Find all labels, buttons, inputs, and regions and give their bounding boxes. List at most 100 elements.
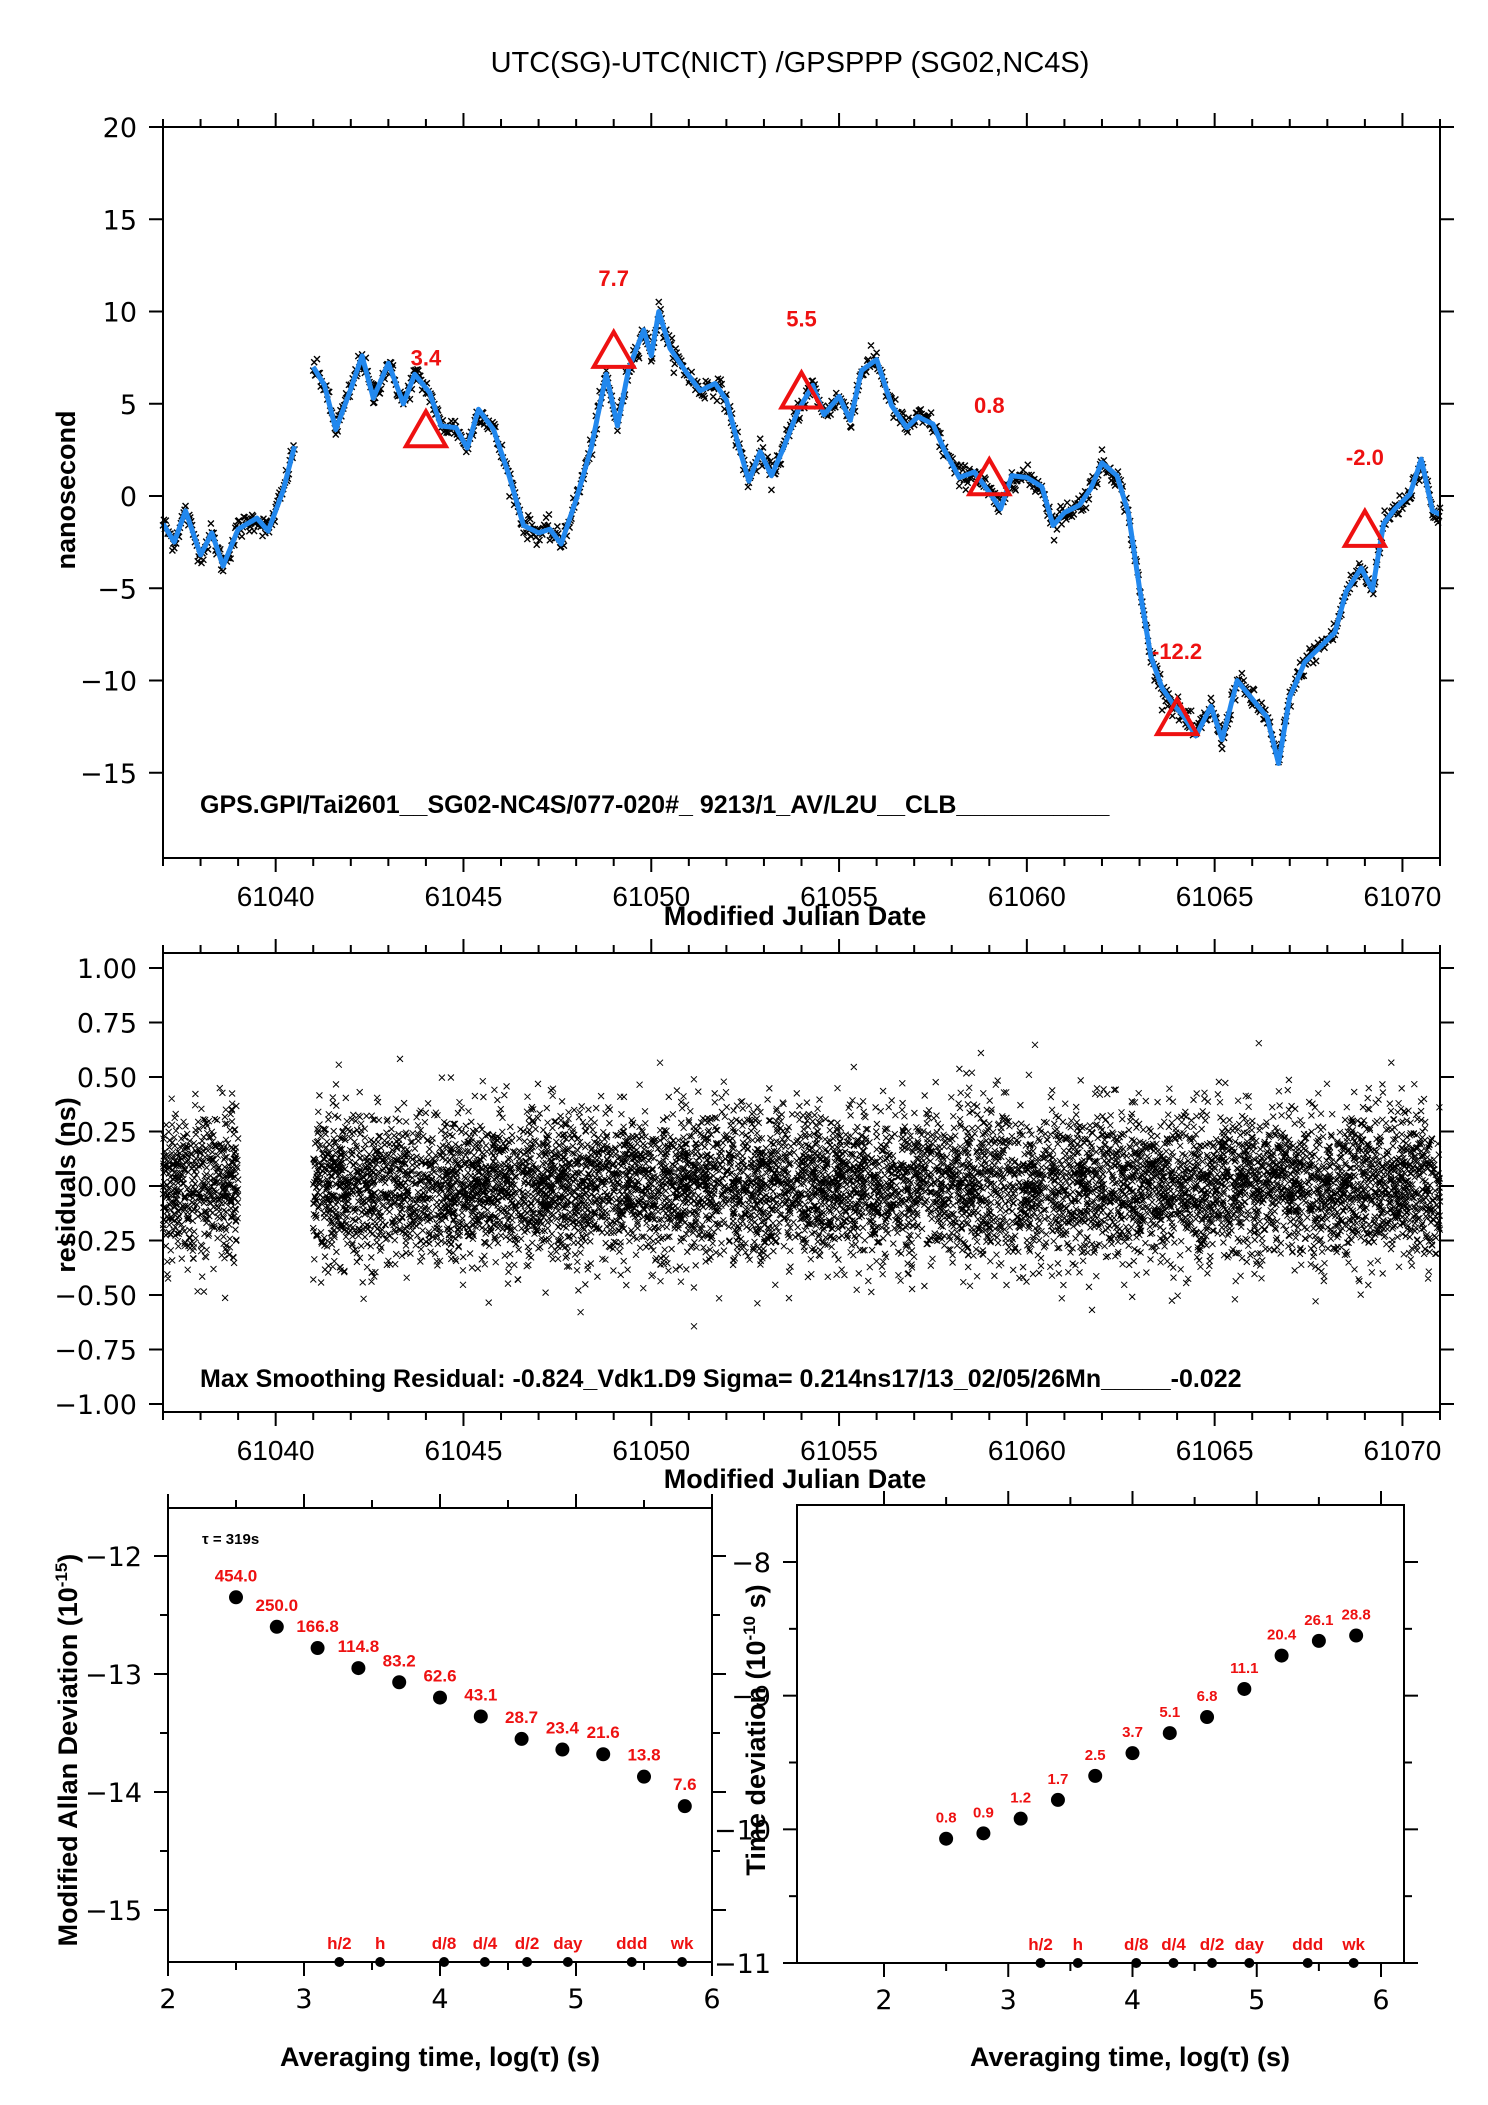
tdev-series: 0.8 0.9 1.2 1.7 2.5 3.7 5.1 6.8 11.1 20.4 26.1 28.8… [936,1607,1371,1968]
offset-series [159,298,1444,766]
y-tick-label: −0.75 [54,1336,137,1367]
y-tick-label: 5 [120,390,137,421]
residuals-series [159,1039,1444,1330]
x-tick-label: 61055 [800,1435,878,1466]
y-tick-label: 0.50 [77,1063,137,1094]
y-tick-label: −11 [714,1949,771,1980]
y-tick-label: −1.00 [54,1390,137,1421]
y-tick-label: −15 [85,1896,142,1927]
x-tick-label: 6 [1372,1985,1389,2016]
time-marker-dot [626,1957,637,1967]
y-tick-label: −0.25 [54,1227,137,1258]
data-point [392,1675,407,1690]
time-marker-label: day [1235,1935,1265,1954]
x-tick-label: 61065 [1176,881,1254,912]
y-tick-label: 0.00 [77,1172,137,1203]
data-point [269,1619,284,1634]
marker-label: 3.4 [411,345,442,370]
data-point-label: 5.1 [1159,1704,1180,1721]
time-marker-label: h [1073,1935,1083,1954]
residuals-xlabel: Modified Julian Date [664,1464,927,1494]
time-marker-label: h [375,1934,385,1953]
data-point [351,1661,366,1676]
time-marker-label: d/8 [432,1934,457,1953]
triangle-marker [590,327,638,369]
data-point-label: 0.8 [936,1810,957,1827]
residuals-ylabel: residuals (ns) [51,1097,81,1273]
x-tick-label: 6 [703,1984,720,2015]
data-point [1200,1710,1215,1725]
data-point-label: 28.8 [1342,1607,1371,1624]
time-marker-label: h/2 [327,1934,352,1953]
time-marker-label: h/2 [1028,1935,1053,1954]
mdev-tau-note: τ = 319s [202,1531,259,1548]
y-tick-label: −12 [85,1542,142,1573]
data-point-label: 43.1 [464,1685,497,1704]
time-marker-dot [1072,1958,1083,1968]
y-tick-label: −13 [85,1660,142,1691]
x-tick-label: 61060 [988,1435,1066,1466]
x-tick-label: 4 [1124,1985,1141,2016]
data-point-label: 2.5 [1085,1747,1106,1764]
time-marker-dot [1348,1958,1359,1968]
triangle-marker [402,407,450,449]
smoothed-line [160,445,297,569]
data-point-label: 13.8 [627,1746,660,1765]
data-point [939,1831,954,1846]
data-point-label: 6.8 [1197,1688,1218,1705]
x-tick-label: 61070 [1364,1435,1442,1466]
y-tick-label: 20 [103,113,137,144]
data-point-label: 250.0 [256,1596,299,1615]
data-point [1125,1746,1140,1761]
data-point-label: 62.6 [423,1667,456,1686]
marker-label: 5.5 [786,307,817,332]
residuals-axes: 61040 61045 61050 61055 61060 61065 61070 1.00 0… [54,939,1454,1466]
data-point [514,1731,529,1746]
data-point-label: 83.2 [383,1651,416,1670]
time-marker-label: d/4 [1161,1935,1186,1954]
y-tick-label: 0.75 [77,1009,137,1040]
time-marker-dot [375,1957,386,1967]
time-marker-dot [522,1957,533,1967]
time-marker-dot [1168,1958,1179,1968]
tdev-frame [796,1504,1405,1964]
x-tick-label: 61045 [425,881,503,912]
x-tick-label: 61050 [612,1435,690,1466]
time-marker-dot [334,1957,345,1967]
y-tick-label: 1.00 [77,954,137,985]
marker-label: 0.8 [974,393,1005,418]
time-marker-dot [562,1957,573,1967]
time-marker-label: wk [670,1934,694,1953]
data-point-label: 0.9 [973,1804,994,1821]
time-marker-dot [1302,1958,1313,1968]
marker-label: 7.7 [598,266,629,291]
time-marker-label: d/2 [515,1934,540,1953]
y-tick-label: −5 [97,574,137,605]
data-point-label: 114.8 [338,1637,380,1656]
x-tick-label: 4 [431,1984,448,2015]
x-tick-label: 61045 [425,1435,503,1466]
data-point-label: 7.6 [673,1775,697,1794]
data-point [310,1641,325,1656]
x-tick-label: 3 [1000,1985,1017,2016]
triangle-marker [965,455,1013,497]
time-marker-dot [479,1957,490,1967]
data-point [1050,1792,1065,1807]
data-point [433,1690,447,1705]
data-point [1013,1811,1028,1826]
time-marker-label: d/2 [1200,1935,1225,1954]
y-tick-label: −15 [80,759,137,790]
data-point [473,1709,488,1724]
data-point-label: 166.8 [296,1617,339,1636]
data-point-label: 21.6 [587,1723,620,1742]
data-point [596,1747,611,1762]
y-tick-label: −0.50 [54,1281,137,1312]
offset-frame [162,126,1441,859]
y-tick-label: −14 [85,1778,142,1809]
time-marker-label: ddd [616,1934,647,1953]
data-point [555,1742,570,1757]
data-point-label: 26.1 [1304,1612,1333,1629]
data-point [1088,1768,1103,1783]
